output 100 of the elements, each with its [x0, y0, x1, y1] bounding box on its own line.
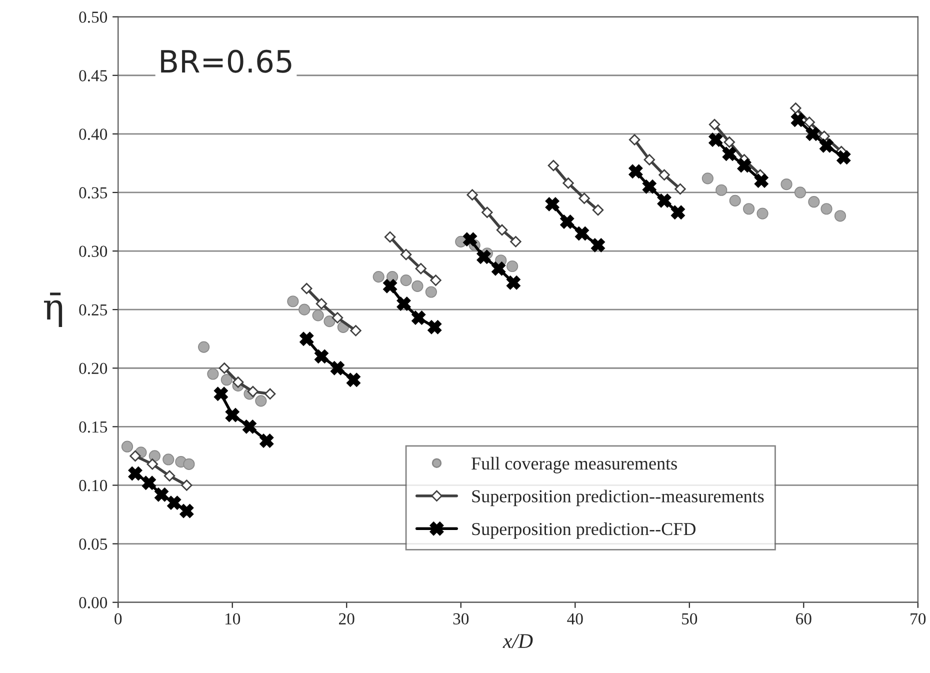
y-tick-label: 0.30: [79, 246, 108, 258]
point: [708, 118, 720, 130]
point: [220, 374, 232, 386]
point: [162, 454, 174, 466]
point: [658, 169, 670, 181]
point: [628, 164, 643, 178]
point: [415, 262, 426, 274]
x-tick-label: 0: [114, 613, 122, 624]
point: [218, 362, 230, 374]
point: [737, 158, 752, 172]
point: [400, 274, 412, 286]
y-tick-label: 0.35: [79, 187, 108, 198]
y-axis-title: η̄: [44, 292, 62, 328]
legend-label: Superposition prediction--measurements: [472, 490, 764, 506]
point: [154, 488, 168, 502]
point: [506, 260, 518, 272]
point: [198, 341, 210, 353]
x-tick-label: 10: [226, 613, 240, 624]
point: [225, 408, 240, 422]
point: [466, 189, 478, 200]
y-tick-label: 0.20: [79, 362, 108, 374]
y-tick-label: 0.10: [79, 480, 108, 492]
point: [492, 262, 506, 276]
point: [756, 208, 768, 220]
point: [804, 116, 815, 128]
point: [836, 150, 851, 164]
point: [121, 440, 134, 452]
point: [312, 310, 324, 322]
point: [578, 192, 590, 204]
point: [400, 248, 412, 260]
point: [316, 298, 328, 310]
y-tick-label: 0.45: [79, 70, 108, 82]
y-tick-label: 0.50: [79, 12, 108, 23]
point: [510, 236, 522, 248]
point: [372, 270, 384, 283]
point: [350, 325, 362, 336]
point: [560, 214, 574, 229]
point: [716, 184, 728, 196]
point: [506, 276, 520, 290]
point: [330, 361, 344, 376]
point: [476, 250, 491, 264]
point: [346, 372, 360, 387]
point: [790, 112, 805, 127]
x-tick-label: 60: [796, 613, 812, 624]
legend-label: Full coverage measurements: [472, 456, 677, 474]
point: [181, 480, 192, 491]
x-tick-label: 40: [567, 613, 583, 624]
point: [324, 315, 336, 328]
point: [628, 134, 640, 146]
point: [592, 204, 604, 216]
y-tick-label: 0.40: [79, 128, 108, 140]
point: [657, 194, 672, 208]
point: [806, 126, 820, 141]
point: [412, 310, 426, 325]
point: [383, 279, 397, 294]
y-tick-label: 0.05: [79, 538, 108, 550]
y-tick-label: 0.25: [79, 304, 108, 316]
point: [412, 280, 424, 292]
y-tick-label: 0.15: [79, 421, 108, 433]
point: [820, 203, 832, 215]
point: [545, 197, 560, 212]
point: [430, 274, 442, 286]
legend-label: Superposition prediction--CFD: [472, 522, 696, 539]
point: [264, 388, 276, 400]
point: [167, 496, 182, 510]
x-tick-label: 50: [682, 613, 698, 624]
point: [463, 232, 477, 246]
point: [298, 304, 310, 316]
annotation: BR=0.65: [161, 50, 292, 73]
point: [548, 160, 560, 172]
point: [702, 172, 714, 184]
point: [642, 180, 656, 194]
point: [164, 470, 176, 482]
point: [314, 349, 328, 364]
point: [724, 136, 735, 148]
point: [242, 420, 256, 434]
point: [214, 386, 228, 401]
point: [384, 231, 396, 243]
x-tick-label: 70: [910, 613, 926, 624]
point: [287, 296, 299, 308]
point: [148, 450, 160, 462]
x-tick-label: 20: [339, 613, 354, 624]
point: [722, 146, 736, 161]
point: [232, 376, 244, 388]
x-axis-title: x/D: [502, 634, 533, 648]
point: [255, 395, 267, 407]
point: [794, 186, 806, 198]
point: [146, 458, 158, 470]
point: [142, 476, 156, 490]
point: [754, 174, 768, 188]
point: [128, 466, 142, 480]
point: [708, 132, 723, 147]
point: [674, 183, 686, 195]
point: [743, 203, 755, 215]
point: [180, 504, 194, 518]
point: [729, 194, 741, 206]
point: [300, 332, 314, 346]
point: [207, 368, 219, 380]
point: [260, 434, 274, 448]
point: [482, 206, 493, 218]
